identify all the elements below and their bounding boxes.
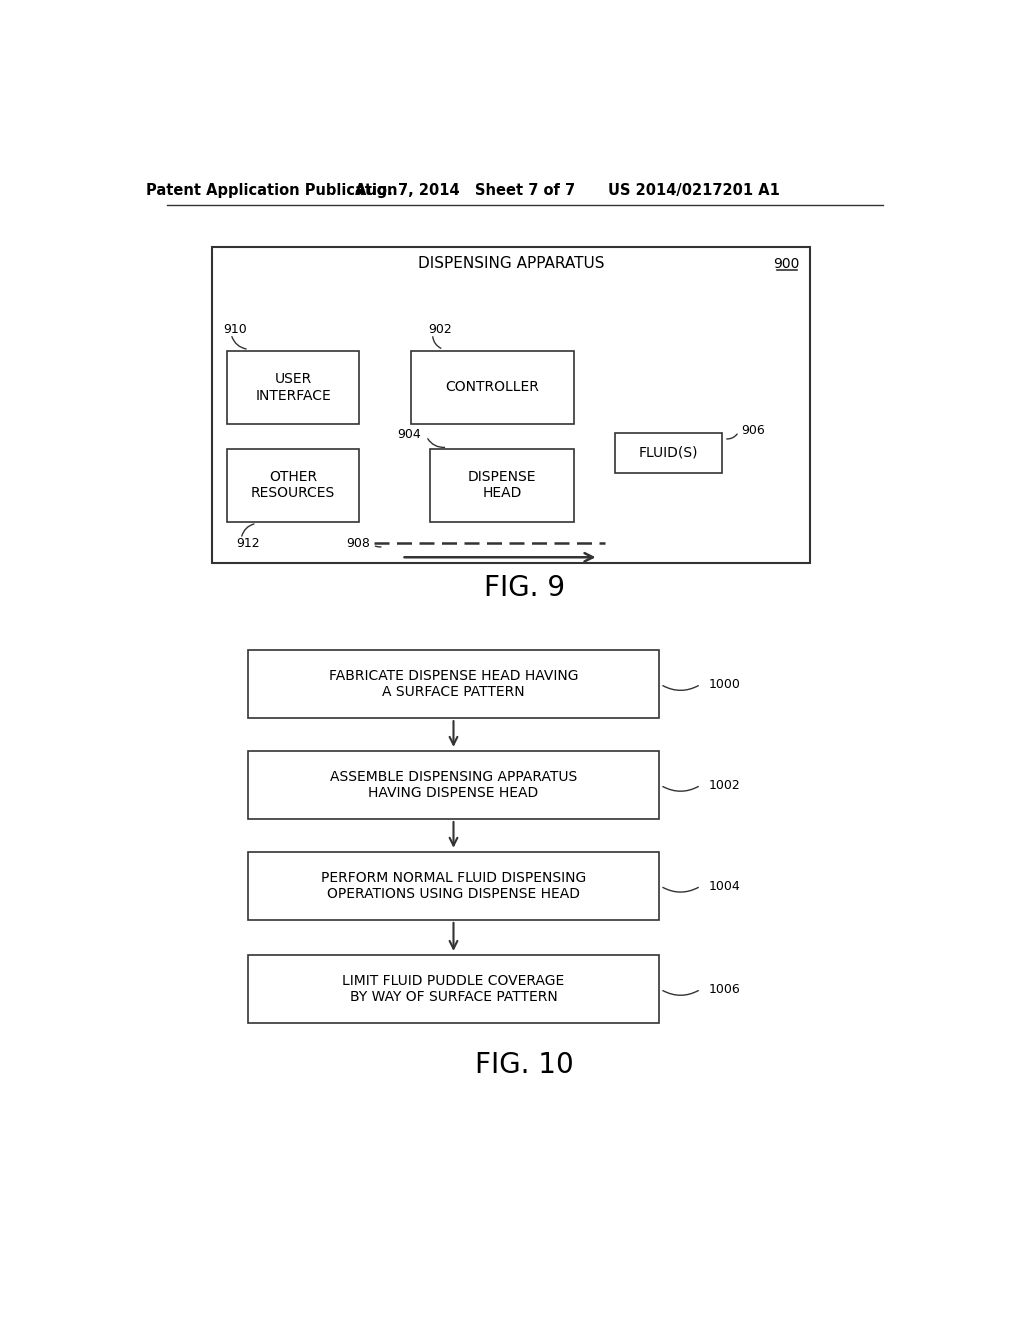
Text: USER
INTERFACE: USER INTERFACE <box>255 372 331 403</box>
Bar <box>248 853 658 920</box>
Text: FLUID(S): FLUID(S) <box>638 446 698 459</box>
Text: 910: 910 <box>223 323 247 335</box>
Bar <box>212 247 810 562</box>
Text: US 2014/0217201 A1: US 2014/0217201 A1 <box>608 183 779 198</box>
Text: OTHER
RESOURCES: OTHER RESOURCES <box>251 470 335 500</box>
Text: 1000: 1000 <box>709 677 740 690</box>
Text: 900: 900 <box>773 257 800 271</box>
Text: 1006: 1006 <box>709 982 740 995</box>
Text: 908: 908 <box>347 537 371 550</box>
Text: FIG. 9: FIG. 9 <box>484 574 565 602</box>
Bar <box>614 433 722 473</box>
Text: DISPENSING APPARATUS: DISPENSING APPARATUS <box>418 256 604 272</box>
Text: FIG. 10: FIG. 10 <box>475 1051 574 1078</box>
Text: 904: 904 <box>397 428 421 441</box>
Text: 1002: 1002 <box>709 779 740 792</box>
Text: 912: 912 <box>237 537 260 550</box>
Text: Aug. 7, 2014   Sheet 7 of 7: Aug. 7, 2014 Sheet 7 of 7 <box>355 183 575 198</box>
Text: LIMIT FLUID PUDDLE COVERAGE
BY WAY OF SURFACE PATTERN: LIMIT FLUID PUDDLE COVERAGE BY WAY OF SU… <box>342 974 564 1005</box>
Bar <box>248 956 658 1023</box>
Text: 906: 906 <box>741 424 765 437</box>
Bar <box>227 351 359 424</box>
Bar <box>227 449 359 521</box>
Text: 902: 902 <box>428 323 452 335</box>
Text: ASSEMBLE DISPENSING APPARATUS
HAVING DISPENSE HEAD: ASSEMBLE DISPENSING APPARATUS HAVING DIS… <box>330 770 578 800</box>
Bar <box>411 351 573 424</box>
Bar <box>430 449 573 521</box>
Text: Patent Application Publication: Patent Application Publication <box>145 183 397 198</box>
Bar <box>248 751 658 818</box>
Text: DISPENSE
HEAD: DISPENSE HEAD <box>468 470 537 500</box>
Bar <box>248 651 658 718</box>
Text: FABRICATE DISPENSE HEAD HAVING
A SURFACE PATTERN: FABRICATE DISPENSE HEAD HAVING A SURFACE… <box>329 669 579 700</box>
Text: CONTROLLER: CONTROLLER <box>445 380 540 395</box>
Text: PERFORM NORMAL FLUID DISPENSING
OPERATIONS USING DISPENSE HEAD: PERFORM NORMAL FLUID DISPENSING OPERATIO… <box>321 871 586 902</box>
Text: 1004: 1004 <box>709 879 740 892</box>
